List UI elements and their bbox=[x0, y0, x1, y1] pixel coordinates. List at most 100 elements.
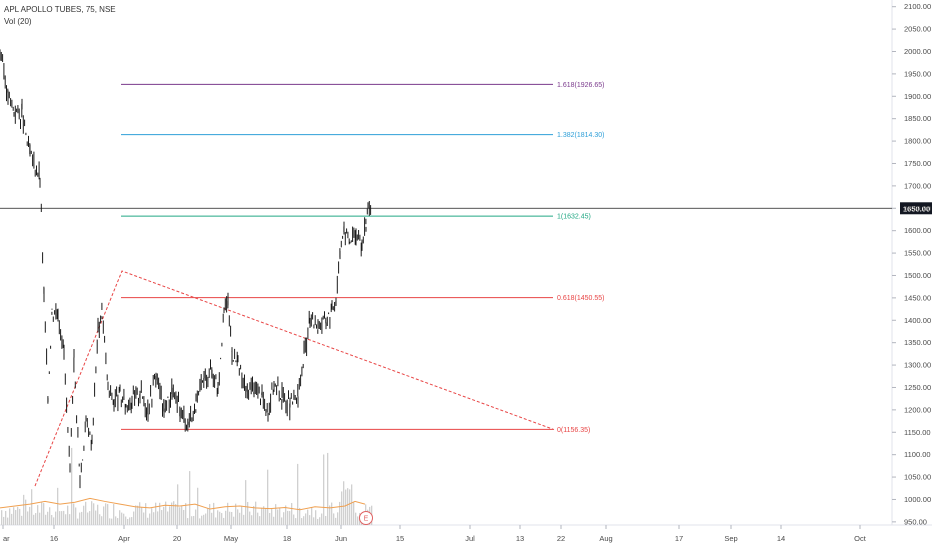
volume-bar bbox=[203, 514, 205, 525]
volume-bar bbox=[51, 514, 53, 525]
volume-bar bbox=[89, 511, 91, 525]
volume-bar bbox=[277, 509, 279, 525]
y-tick-label: 1000.00 bbox=[904, 495, 931, 504]
volume-bar bbox=[301, 518, 303, 525]
volume-bar bbox=[119, 510, 121, 525]
volume-bar bbox=[201, 515, 203, 525]
volume-bar bbox=[245, 480, 247, 525]
volume-bar bbox=[317, 518, 319, 525]
volume-bar bbox=[271, 508, 273, 525]
volume-bar bbox=[29, 506, 31, 525]
y-tick-label: 1300.00 bbox=[904, 361, 931, 370]
volume-bar bbox=[93, 503, 95, 525]
volume-bar bbox=[289, 511, 291, 525]
volume-bar bbox=[55, 511, 57, 525]
volume-bar bbox=[221, 513, 223, 525]
volume-bar bbox=[269, 512, 271, 525]
volume-bar bbox=[121, 512, 123, 525]
volume-bar bbox=[105, 503, 107, 525]
x-tick-label: Oct bbox=[854, 534, 867, 543]
x-tick-label: Jul bbox=[465, 534, 475, 543]
volume-bar bbox=[133, 511, 135, 525]
volume-bar bbox=[149, 513, 151, 525]
trend-line-drawing[interactable] bbox=[34, 270, 555, 487]
fibonacci-extension[interactable]: 0(1156.35) 0.618(1450.55) 1(1632.45) 1.382(… bbox=[121, 82, 604, 434]
volume-bar bbox=[79, 512, 81, 525]
volume-bar bbox=[179, 507, 181, 525]
volume-bar bbox=[247, 501, 249, 525]
volume-bar bbox=[147, 517, 149, 525]
y-tick-label: 950.00 bbox=[904, 517, 927, 526]
volume-bar bbox=[153, 512, 155, 525]
volume-bar bbox=[263, 506, 265, 525]
volume-bar bbox=[81, 511, 83, 525]
volume-bar bbox=[53, 517, 55, 525]
volume-bar bbox=[135, 505, 137, 525]
volume-bar bbox=[343, 481, 345, 525]
volume-bar bbox=[213, 502, 215, 525]
price-axis[interactable]: 950.00 1000.00 1050.00 1100.00 1150.00 1200.0… bbox=[892, 2, 931, 526]
y-tick-label: 1900.00 bbox=[904, 92, 931, 101]
last-price-badge-text: 1650.00 bbox=[903, 204, 930, 213]
volume-bar bbox=[259, 516, 261, 525]
volume-bar bbox=[335, 517, 337, 525]
volume-bar bbox=[163, 506, 165, 525]
volume-bar bbox=[207, 508, 209, 525]
volume-bar bbox=[35, 513, 37, 525]
volume-bar bbox=[181, 505, 183, 525]
volume-bar bbox=[225, 510, 227, 525]
volume-bar bbox=[257, 512, 259, 525]
volume-bar bbox=[1, 510, 3, 525]
volume-bar bbox=[253, 505, 255, 525]
volume-bar bbox=[291, 503, 293, 525]
volume-bar bbox=[189, 471, 191, 525]
fib-level-label: 1(1632.45) bbox=[557, 214, 591, 221]
volume-bar bbox=[197, 487, 199, 525]
volume-bar bbox=[217, 510, 219, 525]
volume-bar bbox=[7, 517, 9, 525]
volume-bar bbox=[155, 502, 157, 525]
x-tick-label: 17 bbox=[675, 534, 683, 543]
y-tick-label: 2100.00 bbox=[904, 2, 931, 11]
volume-bar bbox=[31, 489, 33, 525]
volume-bar bbox=[13, 507, 15, 525]
volume-bar bbox=[19, 508, 21, 525]
volume-bar bbox=[285, 505, 287, 525]
volume-indicator-label[interactable]: Vol (20) bbox=[4, 17, 32, 26]
volume-bar bbox=[113, 504, 115, 525]
volume-bar bbox=[43, 503, 45, 525]
y-tick-label: 1450.00 bbox=[904, 293, 931, 302]
volume-bar bbox=[323, 454, 325, 525]
volume-bar bbox=[265, 508, 267, 525]
volume-bar bbox=[329, 505, 331, 525]
volume-bar bbox=[281, 517, 283, 525]
volume-bar bbox=[311, 507, 313, 525]
volume-bar bbox=[59, 511, 61, 525]
volume-bar bbox=[175, 504, 177, 525]
volume-bar bbox=[137, 505, 139, 525]
volume-bar bbox=[237, 509, 239, 525]
volume-bar bbox=[33, 514, 35, 525]
y-tick-label: 1350.00 bbox=[904, 338, 931, 347]
volume-bar bbox=[5, 511, 7, 525]
last-price-badge bbox=[900, 202, 932, 215]
volume-bar bbox=[97, 504, 99, 525]
volume-bar bbox=[293, 514, 295, 525]
volume-bar bbox=[345, 489, 347, 525]
volume-bar bbox=[309, 515, 311, 525]
volume-bar bbox=[191, 516, 193, 525]
volume-bar bbox=[103, 506, 105, 525]
volume-bar bbox=[243, 514, 245, 525]
y-tick-label: 1950.00 bbox=[904, 69, 931, 78]
y-tick-label: 2000.00 bbox=[904, 47, 931, 56]
time-axis[interactable]: ar 16 Apr 20 May 18 Jun 15 Jul 13 22 Aug 17 Sep 14 Oct bbox=[2, 525, 867, 543]
volume-bar bbox=[171, 502, 173, 525]
volume-bar bbox=[321, 513, 323, 525]
volume-bar bbox=[9, 508, 11, 525]
earnings-marker[interactable]: E bbox=[359, 511, 373, 525]
volume-bar bbox=[3, 516, 5, 525]
y-tick-label: 1850.00 bbox=[904, 114, 931, 123]
volume-bar bbox=[353, 502, 355, 525]
